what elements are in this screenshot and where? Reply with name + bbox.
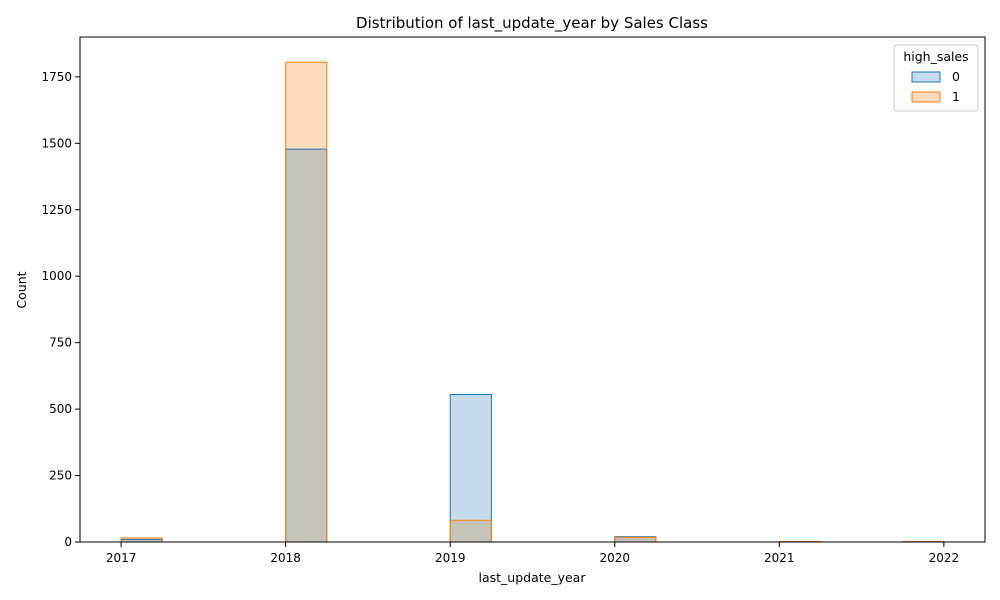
bars-layer bbox=[120, 61, 945, 543]
x-tick-label: 2020 bbox=[599, 551, 630, 565]
legend-swatch-0 bbox=[911, 71, 941, 83]
y-tick-label: 250 bbox=[49, 469, 72, 483]
bar-overlap-bin-0 bbox=[121, 539, 163, 542]
y-tick-label: 750 bbox=[49, 336, 72, 350]
legend-label-1: 1 bbox=[952, 89, 960, 104]
y-tick-label: 1000 bbox=[41, 269, 72, 283]
legend: high_sales 0 1 bbox=[893, 44, 979, 112]
legend-label-0: 0 bbox=[952, 69, 960, 84]
legend-title: high_sales bbox=[903, 49, 968, 64]
x-tick-label: 2021 bbox=[764, 551, 795, 565]
series-outline-0 bbox=[120, 148, 944, 543]
x-tick-label: 2019 bbox=[435, 551, 466, 565]
x-axis-label: last_update_year bbox=[479, 570, 587, 585]
series-outline-1 bbox=[120, 61, 945, 543]
bar-overlap-bin-12 bbox=[614, 537, 656, 542]
legend-swatch-1 bbox=[911, 91, 941, 103]
y-tick-label: 1750 bbox=[41, 70, 72, 84]
y-tick-label: 1250 bbox=[41, 203, 72, 217]
y-tick-label: 1500 bbox=[41, 136, 72, 150]
x-tick-label: 2017 bbox=[106, 551, 137, 565]
x-tick-label: 2022 bbox=[929, 551, 960, 565]
y-tick-label: 500 bbox=[49, 402, 72, 416]
plot-frame bbox=[79, 36, 986, 543]
chart-title: Distribution of last_update_year by Sale… bbox=[356, 14, 708, 33]
bar-series-1-bin-0 bbox=[121, 538, 163, 540]
y-tick-label: 0 bbox=[64, 535, 72, 549]
ticks-layer: 2017 2018 2019 2020 2021 2022 0 250 500 750 1000 12… bbox=[41, 70, 959, 565]
y-axis-label: Count bbox=[14, 271, 29, 308]
bar-overlap-bin-8 bbox=[450, 520, 492, 542]
x-tick-label: 2018 bbox=[270, 551, 301, 565]
bar-series-1-bin-4 bbox=[285, 62, 327, 150]
bar-series-0-bin-8 bbox=[450, 394, 492, 521]
bar-overlap-bin-4 bbox=[285, 149, 327, 543]
